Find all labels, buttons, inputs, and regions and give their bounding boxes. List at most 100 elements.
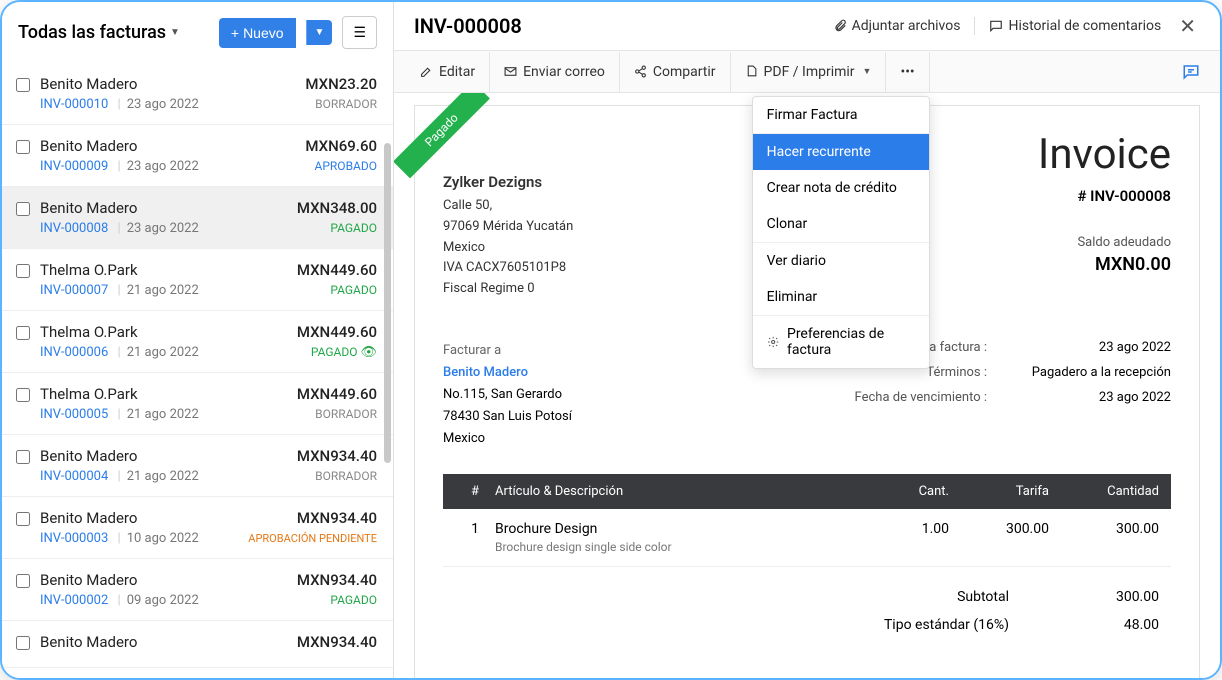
detail-toolbar: Editar Enviar correo Compartir PDF / Imp… [394, 50, 1220, 93]
comments-history-label: Historial de comentarios [1008, 18, 1161, 34]
item-rate: 300.00 [949, 521, 1049, 554]
scrollbar[interactable] [384, 143, 391, 463]
invoice-number-link[interactable]: INV-000009 [40, 159, 108, 174]
invoice-list-item[interactable]: Benito Madero MXN934.40 INV-000004 |21 a… [2, 435, 393, 497]
select-checkbox[interactable] [16, 202, 30, 216]
select-checkbox[interactable] [16, 450, 30, 464]
due-date-label: Fecha de vencimiento : [837, 390, 987, 405]
company-line: Calle 50, [443, 196, 573, 217]
company-block: Zylker Dezigns Calle 50, 97069 Mérida Yu… [443, 170, 573, 300]
attach-files-link[interactable]: Adjuntar archivos [833, 18, 961, 34]
invoice-amount: MXN23.20 [305, 75, 377, 93]
list-more-button[interactable]: ☰ [342, 16, 377, 49]
invoice-list: Benito Madero MXN23.20 INV-000010 |23 ag… [2, 63, 393, 678]
invoice-status: PAGADO [330, 593, 377, 607]
invoice-list-item[interactable]: Benito Madero MXN934.40 [2, 621, 393, 668]
comments-history-link[interactable]: Historial de comentarios [989, 18, 1161, 34]
plus-icon: + [231, 25, 239, 41]
invoice-amount: MXN934.40 [297, 447, 377, 465]
select-checkbox[interactable] [16, 264, 30, 278]
edit-button[interactable]: Editar [406, 52, 490, 92]
invoice-list-item[interactable]: Benito Madero MXN348.00 INV-000008 |23 a… [2, 187, 393, 249]
pdf-print-button[interactable]: PDF / Imprimir ▼ [731, 52, 887, 92]
invoice-number-link[interactable]: INV-000003 [40, 531, 108, 546]
invoice-date: 21 ago 2022 [127, 407, 199, 422]
items-table-header: # Artículo & Descripción Cant. Tarifa Ca… [443, 474, 1171, 509]
tax-value: 48.00 [1049, 617, 1159, 633]
gear-icon [767, 335, 779, 349]
send-email-button[interactable]: Enviar correo [490, 52, 620, 92]
invoice-number-link[interactable]: INV-000004 [40, 469, 108, 484]
close-button[interactable]: ✕ [1175, 14, 1200, 38]
tax-label: Tipo estándar (16%) [809, 617, 1009, 633]
menu-make-recurring[interactable]: Hacer recurrente [753, 134, 929, 170]
invoice-date-value: 23 ago 2022 [1011, 340, 1171, 355]
item-desc: Brochure design single side color [495, 540, 869, 554]
bill-to-line: 78430 San Luis Potosí [443, 406, 572, 428]
customer-name: Thelma O.Park [40, 385, 138, 403]
invoice-status: BORRADOR [315, 97, 377, 111]
hamburger-icon: ☰ [353, 24, 366, 40]
invoice-date: 10 ago 2022 [127, 531, 199, 546]
select-checkbox[interactable] [16, 326, 30, 340]
company-line: Mexico [443, 238, 573, 259]
invoice-list-item[interactable]: Benito Madero MXN934.40 INV-000002 |09 a… [2, 559, 393, 621]
col-amt: Cantidad [1049, 484, 1159, 499]
invoice-date: 21 ago 2022 [127, 469, 199, 484]
invoice-list-item[interactable]: Benito Madero MXN934.40 INV-000003 |10 a… [2, 497, 393, 559]
bill-to-line: Mexico [443, 428, 572, 450]
more-actions-button[interactable]: ••• [886, 52, 929, 92]
invoice-date: 23 ago 2022 [127, 97, 199, 112]
menu-sign-invoice[interactable]: Firmar Factura [753, 97, 929, 133]
company-line: Fiscal Regime 0 [443, 279, 573, 300]
list-filter-dropdown[interactable]: Todas las facturas ▼ [18, 22, 209, 43]
select-checkbox[interactable] [16, 574, 30, 588]
new-button[interactable]: + Nuevo [219, 18, 296, 48]
invoice-number-link[interactable]: INV-000005 [40, 407, 108, 422]
invoice-date: 21 ago 2022 [127, 345, 199, 360]
chat-button[interactable] [1174, 51, 1208, 92]
invoice-number-link[interactable]: INV-000008 [40, 221, 108, 236]
invoice-amount: MXN69.60 [305, 137, 377, 155]
invoice-detail-panel: INV-000008 Adjuntar archivos Historial d… [394, 2, 1220, 678]
select-checkbox[interactable] [16, 636, 30, 650]
invoice-number-link[interactable]: INV-000007 [40, 283, 108, 298]
invoice-date: 09 ago 2022 [127, 593, 199, 608]
invoice-list-item[interactable]: Thelma O.Park MXN449.60 INV-000005 |21 a… [2, 373, 393, 435]
share-button[interactable]: Compartir [620, 52, 731, 92]
invoice-number: # INV-000008 [1038, 187, 1171, 205]
invoice-list-item[interactable]: Benito Madero MXN23.20 INV-000010 |23 ag… [2, 63, 393, 125]
item-name: Brochure Design [495, 521, 869, 537]
select-checkbox[interactable] [16, 140, 30, 154]
caret-down-icon: ▼ [863, 66, 872, 77]
menu-view-journal[interactable]: Ver diario [753, 243, 929, 279]
invoice-list-item[interactable]: Benito Madero MXN69.60 INV-000009 |23 ag… [2, 125, 393, 187]
invoice-list-item[interactable]: Thelma O.Park MXN449.60 INV-000006 |21 a… [2, 311, 393, 373]
new-dropdown-button[interactable]: ▼ [306, 20, 333, 45]
due-date-value: 23 ago 2022 [1011, 390, 1171, 405]
select-checkbox[interactable] [16, 388, 30, 402]
bill-to-name[interactable]: Benito Madero [443, 362, 572, 384]
menu-invoice-prefs[interactable]: Preferencias de factura [753, 316, 929, 368]
company-line: IVA CACX7605101P8 [443, 258, 573, 279]
customer-name: Benito Madero [40, 447, 137, 465]
company-name: Zylker Dezigns [443, 170, 573, 194]
invoice-number-link[interactable]: INV-000006 [40, 345, 108, 360]
invoice-number-link[interactable]: INV-000002 [40, 593, 108, 608]
item-num: 1 [455, 521, 495, 554]
invoice-list-item[interactable]: Thelma O.Park MXN449.60 INV-000007 |21 a… [2, 249, 393, 311]
caret-down-icon: ▼ [170, 27, 180, 38]
menu-credit-note[interactable]: Crear nota de crédito [753, 170, 929, 206]
menu-clone[interactable]: Clonar [753, 206, 929, 242]
customer-name: Benito Madero [40, 137, 137, 155]
select-checkbox[interactable] [16, 78, 30, 92]
select-checkbox[interactable] [16, 512, 30, 526]
subtotal-value: 300.00 [1049, 589, 1159, 605]
bill-to-label: Facturar a [443, 340, 572, 362]
edit-label: Editar [439, 64, 475, 80]
col-rate: Tarifa [949, 484, 1049, 499]
menu-delete[interactable]: Eliminar [753, 279, 929, 315]
invoice-number-link[interactable]: INV-000010 [40, 97, 108, 112]
bill-to-line: No.115, San Gerardo [443, 384, 572, 406]
attach-files-label: Adjuntar archivos [852, 18, 961, 34]
